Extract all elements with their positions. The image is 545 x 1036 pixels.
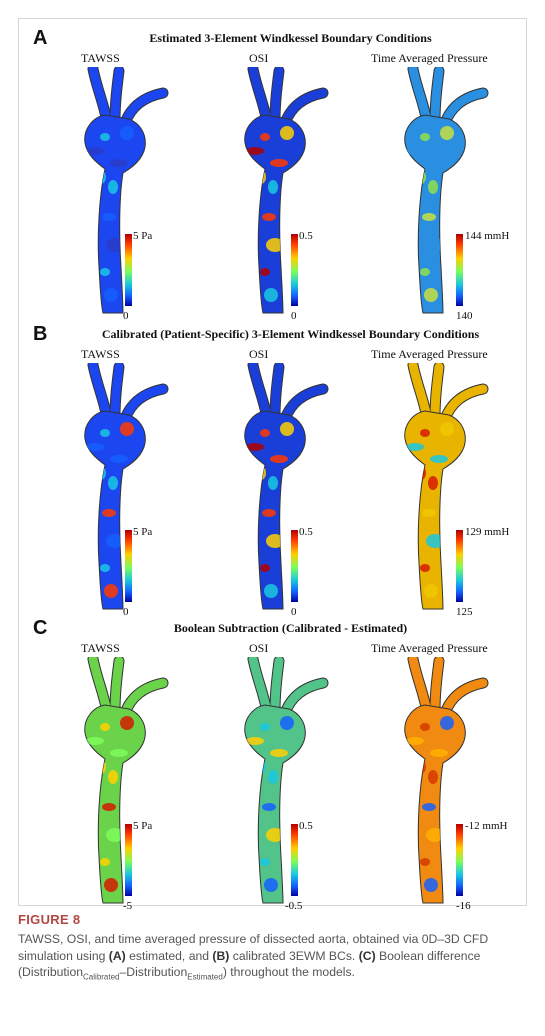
colorbar-min-label: 0 — [123, 606, 129, 618]
map-label-osi: OSI — [249, 347, 269, 361]
aorta-map-pressure — [404, 67, 489, 314]
colorbar-max-label: 0.5 — [299, 820, 313, 832]
map-label-tawss: TAWSS — [81, 641, 120, 655]
map-label-pressure: Time Averaged Pressure — [371, 51, 488, 65]
colorbar-max-label: 129 mmH — [465, 526, 510, 538]
colorbar — [456, 234, 463, 306]
aorta-map-pressure — [404, 657, 489, 904]
colorbar-max-label: 5 Pa — [133, 820, 153, 832]
panel-letter: A — [33, 27, 48, 49]
panel-title: Estimated 3-Element Windkessel Boundary … — [149, 31, 432, 45]
map-label-osi: OSI — [249, 641, 269, 655]
map-label-tawss: TAWSS — [81, 347, 120, 361]
colorbar-min-label: 0 — [291, 310, 297, 322]
colorbar — [456, 530, 463, 602]
map-label-pressure: Time Averaged Pressure — [371, 347, 488, 361]
colorbar-min-label: 140 — [456, 310, 473, 322]
caption-label: FIGURE 8 — [18, 912, 81, 927]
colorbar — [291, 824, 298, 896]
colorbar — [125, 824, 132, 896]
colorbar-max-label: -12 mmH — [465, 820, 508, 832]
colorbar-max-label: 5 Pa — [133, 230, 153, 242]
aorta-map-tawss — [84, 657, 169, 904]
colorbar — [291, 234, 298, 306]
colorbar-min-label: -16 — [456, 900, 471, 912]
colorbar — [456, 824, 463, 896]
figure-caption: FIGURE 8 TAWSS, OSI, and time averaged p… — [18, 912, 527, 986]
colorbar-min-label: -0.5 — [285, 900, 303, 912]
aorta-map-pressure — [404, 363, 489, 610]
panel-c: C Boolean Subtraction (Calibrated - Esti… — [19, 617, 528, 913]
aorta-map-osi — [244, 657, 329, 904]
caption-text: TAWSS, OSI, and time averaged pressure o… — [18, 932, 489, 982]
aorta-map-osi — [244, 363, 329, 610]
panel-a: A Estimated 3-Element Windkessel Boundar… — [19, 27, 528, 323]
colorbar-min-label: -5 — [123, 900, 133, 912]
panel-b: B Calibrated (Patient-Specific) 3-Elemen… — [19, 323, 528, 619]
colorbar — [125, 530, 132, 602]
aorta-map-tawss — [84, 67, 169, 314]
panel-letter: C — [33, 617, 48, 639]
colorbar-min-label: 125 — [456, 606, 473, 618]
colorbar-max-label: 144 mmH — [465, 230, 510, 242]
aorta-map-tawss — [84, 363, 169, 610]
panel-letter: B — [33, 323, 48, 345]
colorbar-max-label: 5 Pa — [133, 526, 153, 538]
colorbar-max-label: 0.5 — [299, 526, 313, 538]
figure-8: A Estimated 3-Element Windkessel Boundar… — [18, 18, 528, 912]
panel-title: Calibrated (Patient-Specific) 3-Element … — [101, 327, 480, 341]
colorbar — [291, 530, 298, 602]
panel-title: Boolean Subtraction (Calibrated - Estima… — [173, 621, 408, 635]
aorta-map-osi — [244, 67, 329, 314]
colorbar — [125, 234, 132, 306]
map-label-osi: OSI — [249, 51, 269, 65]
map-label-pressure: Time Averaged Pressure — [371, 641, 488, 655]
map-label-tawss: TAWSS — [81, 51, 120, 65]
colorbar-max-label: 0.5 — [299, 230, 313, 242]
colorbar-min-label: 0 — [123, 310, 129, 322]
colorbar-min-label: 0 — [291, 606, 297, 618]
